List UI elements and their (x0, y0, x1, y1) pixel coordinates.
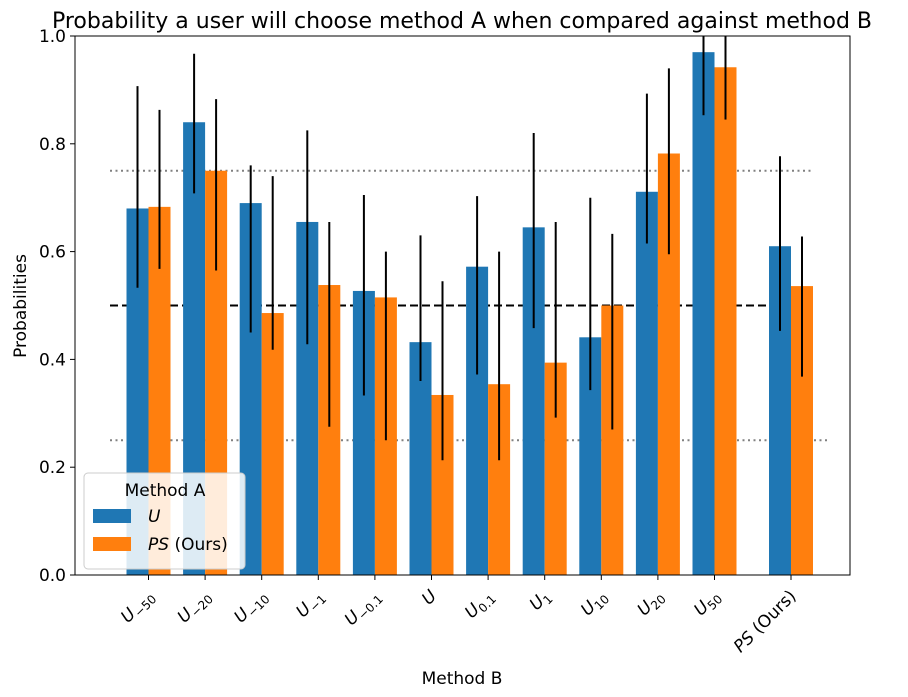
x-tick-label-11: PS (Ours) (730, 586, 801, 657)
legend-entry-0: U (148, 507, 161, 527)
bar-ps-9 (657, 153, 680, 575)
bar-ps-7 (544, 362, 567, 575)
y-axis-label: Probabilities (11, 254, 31, 358)
x-tick-label-7: U1 (526, 586, 556, 616)
y-tick-label-1: 0.2 (39, 458, 66, 478)
y-tick-label-0: 0.0 (39, 566, 66, 586)
x-tick-label-10: U50 (690, 586, 725, 621)
bar-u-5 (409, 342, 432, 575)
bar-u-11 (769, 246, 791, 575)
x-tick-label-9: U20 (634, 586, 669, 621)
bar-ps-8 (601, 305, 624, 575)
bar-u-4 (352, 290, 375, 575)
x-tick-label-5: U (418, 586, 441, 609)
legend-entry-1: PS (Ours) (148, 535, 228, 555)
x-tick-label-6: U0.1 (461, 586, 499, 624)
legend-swatch-1 (93, 537, 131, 551)
bar-u-10 (692, 52, 715, 576)
y-tick-label-2: 0.4 (39, 350, 66, 370)
bar-ps-3 (318, 285, 341, 575)
bar-u-1 (183, 122, 206, 576)
bar-u-6 (466, 266, 489, 575)
bar-u-3 (296, 221, 319, 575)
chart-title: Probability a user will choose method A … (52, 9, 872, 34)
bar-ps-5 (431, 394, 454, 575)
x-tick-label-3: U−1 (292, 586, 329, 623)
legend-swatch-0 (93, 509, 131, 523)
y-tick-label-3: 0.6 (39, 243, 66, 263)
legend: Method A U PS (Ours) (83, 472, 246, 570)
bar-u-7 (522, 227, 545, 575)
x-tick-label-8: U10 (577, 586, 612, 621)
bar-u-8 (579, 337, 602, 575)
legend-title: Method A (125, 481, 206, 501)
y-tick-label-5: 1.0 (39, 27, 66, 47)
x-tick-label-1: U−20 (174, 586, 216, 628)
bar-ps-2 (261, 313, 284, 575)
bar-ps-10 (714, 67, 737, 576)
x-tick-label-0: U−50 (117, 586, 159, 628)
bar-u-9 (635, 191, 658, 575)
plot-frame (74, 35, 851, 576)
x-tick-label-2: U−10 (230, 586, 272, 628)
x-axis-label: Method B (422, 669, 503, 689)
y-tick-label-4: 0.8 (39, 135, 66, 155)
bar-ps-11 (791, 286, 813, 575)
bar-ps-6 (488, 384, 511, 575)
x-tick-label-4: U−0.1 (341, 586, 386, 631)
